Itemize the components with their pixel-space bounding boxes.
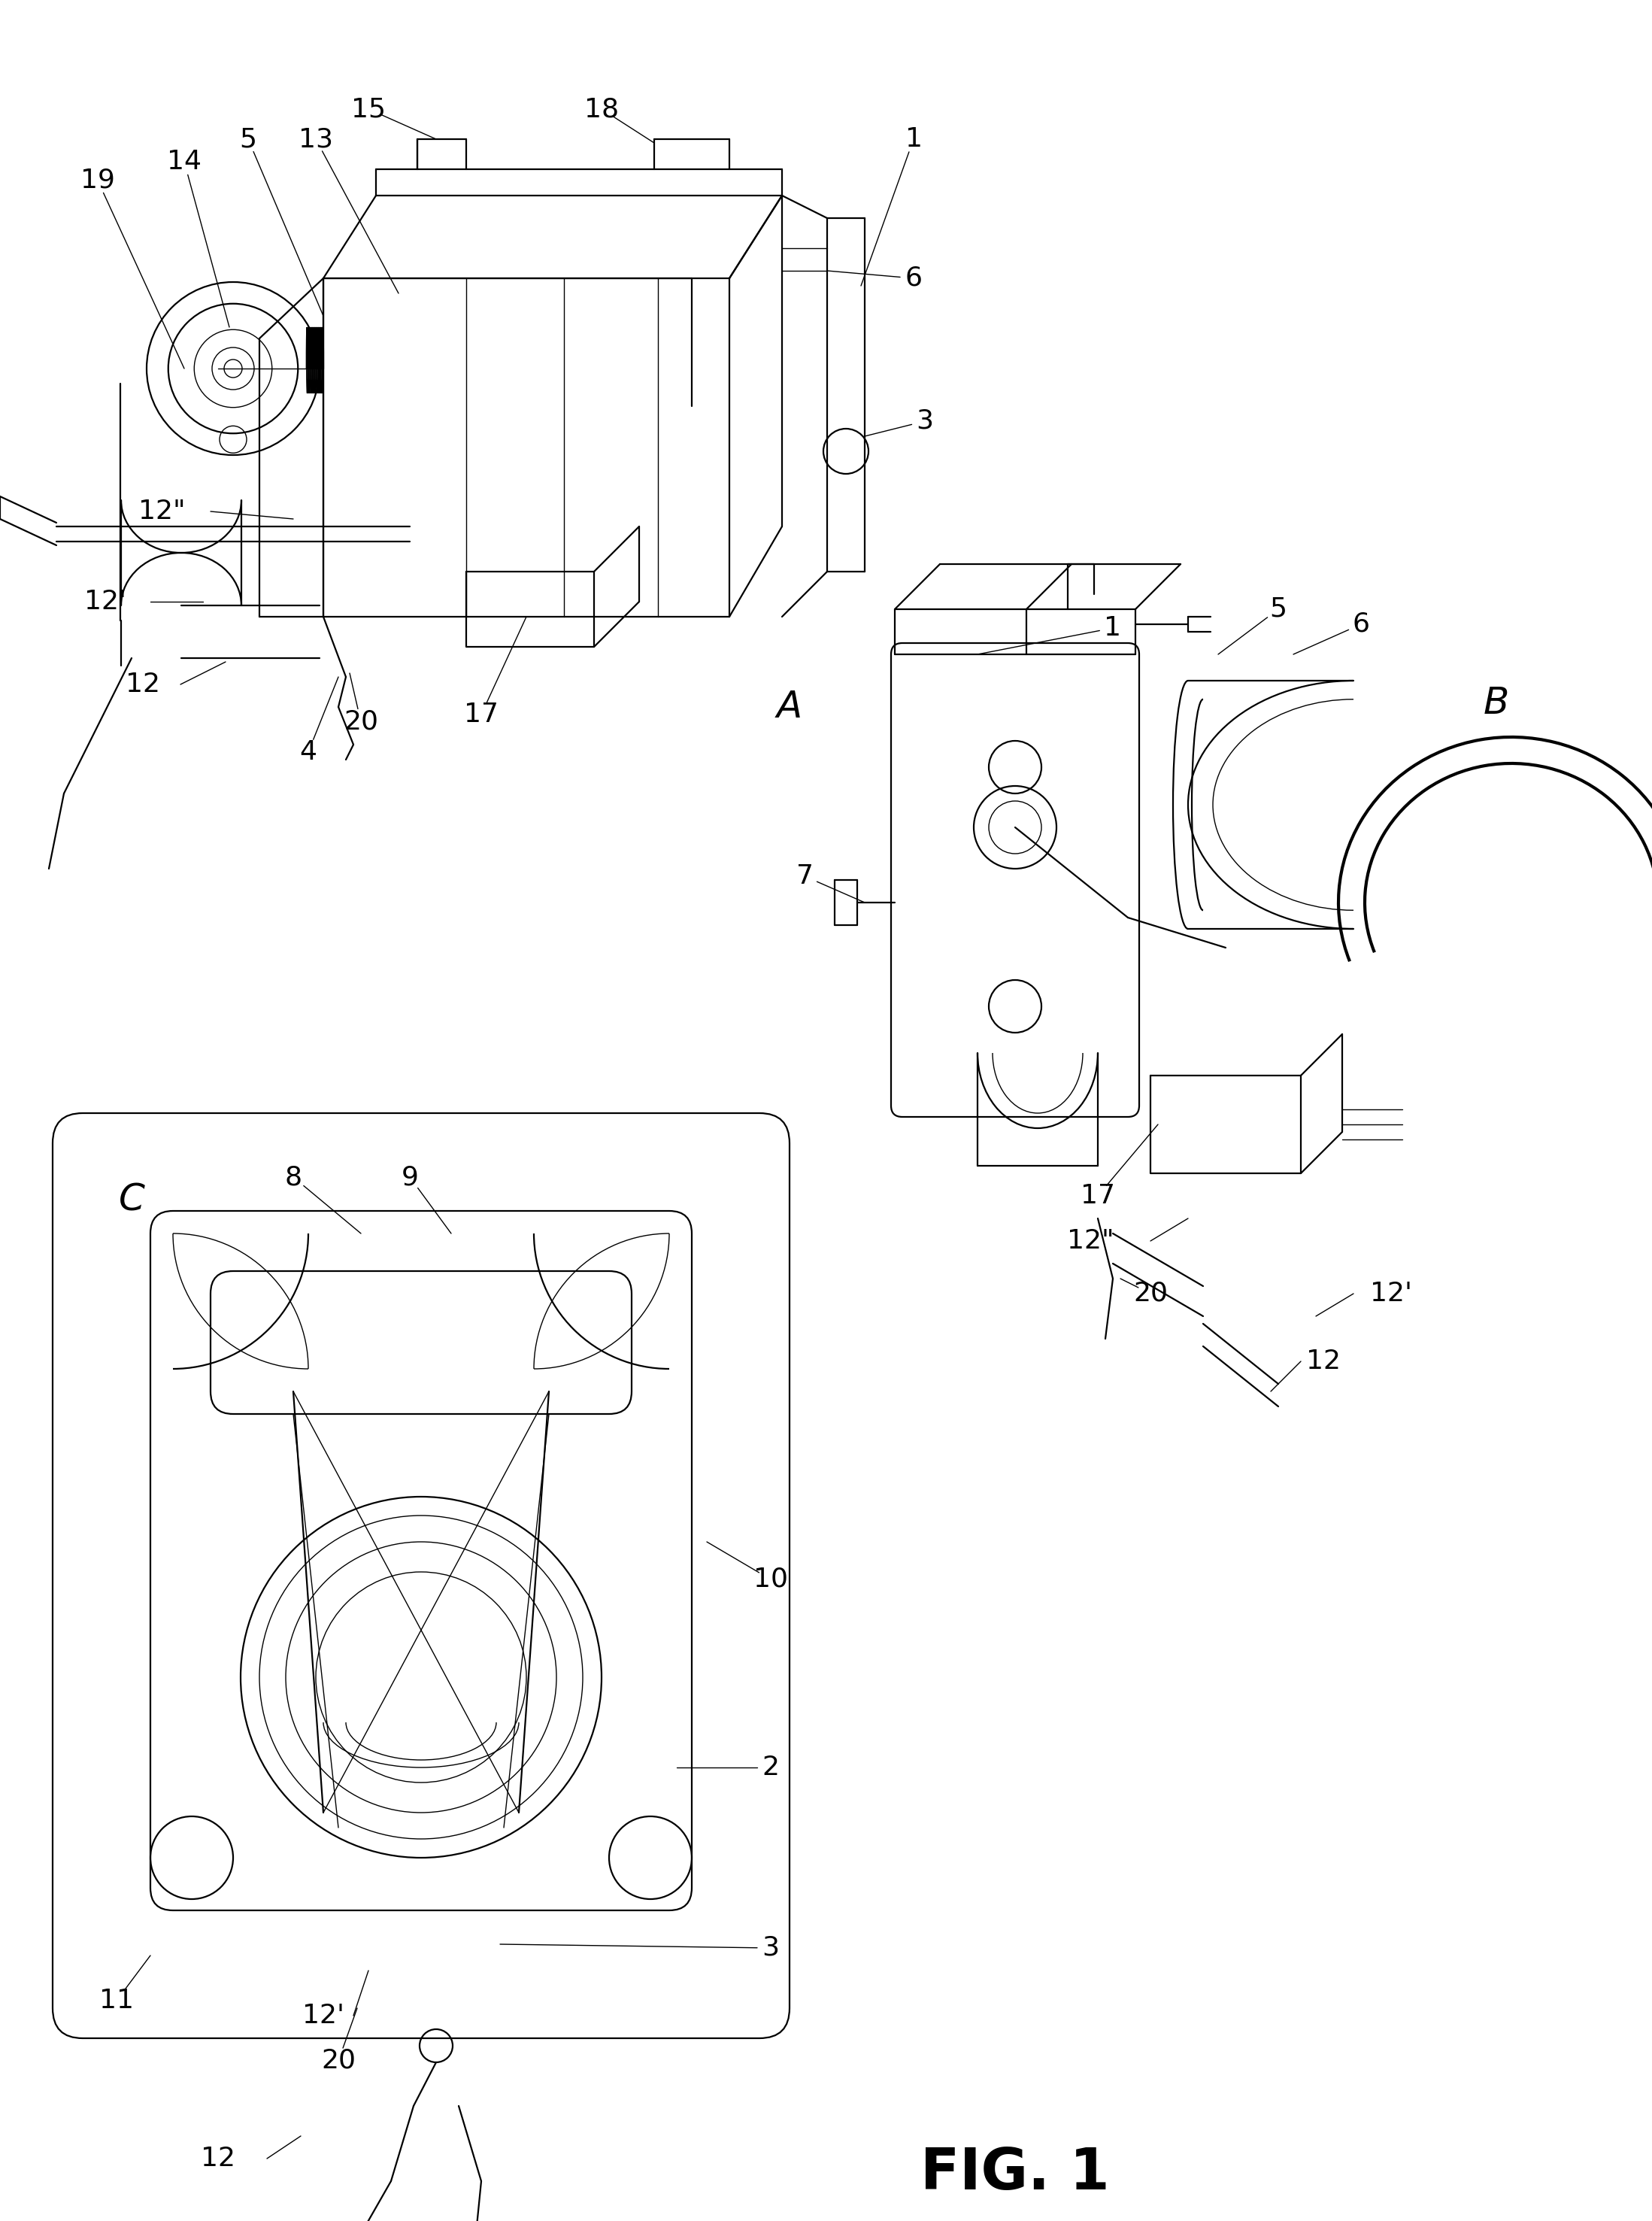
Text: 1: 1 xyxy=(1104,615,1122,642)
Text: 18: 18 xyxy=(585,96,620,122)
Text: 12': 12' xyxy=(302,2003,344,2028)
Text: 12": 12" xyxy=(1067,1228,1113,1255)
Text: 19: 19 xyxy=(81,169,116,193)
Text: 12: 12 xyxy=(202,2145,235,2172)
Text: 2: 2 xyxy=(762,1755,780,1781)
Text: 14: 14 xyxy=(167,149,202,175)
Text: 7: 7 xyxy=(796,864,813,888)
Text: 17: 17 xyxy=(1080,1184,1115,1208)
Text: 6: 6 xyxy=(1353,611,1370,637)
Text: 1: 1 xyxy=(905,127,922,151)
Text: 12: 12 xyxy=(126,671,160,697)
Text: 6: 6 xyxy=(905,267,922,291)
Text: 10: 10 xyxy=(753,1566,788,1592)
Text: 20: 20 xyxy=(344,708,378,735)
Text: 17: 17 xyxy=(464,702,499,726)
Text: 20: 20 xyxy=(1133,1282,1168,1306)
Text: 3: 3 xyxy=(917,409,933,433)
Text: 11: 11 xyxy=(99,1988,134,2014)
Text: 8: 8 xyxy=(284,1164,302,1190)
Text: A: A xyxy=(776,689,803,724)
Text: 12: 12 xyxy=(1307,1348,1341,1375)
Text: 12': 12' xyxy=(84,589,126,615)
Text: 5: 5 xyxy=(240,127,256,151)
Text: B: B xyxy=(1483,684,1510,722)
Text: 13: 13 xyxy=(299,127,334,151)
Text: 9: 9 xyxy=(401,1164,418,1190)
Text: FIG. 1: FIG. 1 xyxy=(920,2145,1110,2201)
Text: 3: 3 xyxy=(762,1934,780,1961)
Text: 12": 12" xyxy=(139,500,185,524)
Text: 4: 4 xyxy=(299,740,317,764)
Text: 5: 5 xyxy=(1270,597,1287,622)
Text: 20: 20 xyxy=(320,2048,355,2074)
Text: C: C xyxy=(119,1182,145,1217)
Text: 12': 12' xyxy=(1370,1282,1412,1306)
Text: 15: 15 xyxy=(352,96,387,122)
